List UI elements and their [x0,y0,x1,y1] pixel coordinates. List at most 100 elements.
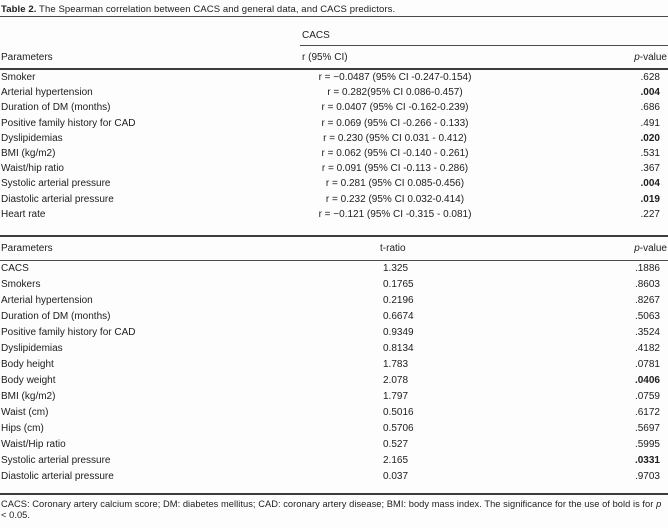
table-row: Waist/hip ratio r = 0.091 (95% CI -0.113… [0,161,668,176]
p-value-cell: .1886 [634,263,660,275]
p-italic: p [634,51,640,63]
p-rest: -value [639,51,667,63]
r-value-cell: r = 0.282(95% CI 0.086-0.457) [327,87,463,99]
footnote-p-italic: p [656,498,662,509]
table-row: Dyslipidemias r = 0.230 (95% CI 0.031 - … [0,131,668,146]
p-value-cell: .004 [640,87,660,99]
r-value-cell: r = 0.0407 (95% CI -0.162-0.239) [321,102,469,114]
t-ratio-cell: 0.5016 [383,407,414,419]
p-value-cell: .531 [640,148,660,160]
p-value-cell: .5995 [634,439,660,451]
p-value-cell: .5697 [634,423,660,435]
t-ratio-cell: 0.9349 [383,327,414,339]
parameter-cell: Systolic arterial pressure [1,455,111,467]
p-value-cell: .491 [640,117,660,129]
p-value-cell: .0759 [634,391,660,403]
footnote-text: CACS: Coronary artery calcium score; DM:… [1,498,657,509]
p-value-cell: .4182 [634,343,660,355]
r-value-cell: r = 0.091 (95% CI -0.113 - 0.286) [321,163,469,175]
parameter-cell: Systolic arterial pressure [1,178,111,190]
p-value-cell: .6172 [634,407,660,419]
parameter-cell: Arterial hypertension [1,295,93,307]
column-group-header-cacs: CACS [300,30,668,46]
table-caption-text: The Spearman correlation between CACS an… [36,4,396,15]
predictor-rows: CACS 1.325 .1886 Smokers 0.1765 .8603 Ar… [0,261,668,485]
r-value-cell: r = 0.230 (95% CI 0.031 - 0.412) [323,132,467,144]
p-value-cell: .628 [640,72,660,84]
parameter-cell: Heart rate [1,208,46,220]
parameter-cell: Waist/hip ratio [1,163,64,175]
p-value-cell: .367 [640,163,660,175]
table-row: Smoker r = −0.0487 (95% CI -0.247-0.154)… [0,70,668,85]
parameter-cell: Arterial hypertension [1,87,93,99]
parameter-cell: Diastolic arterial pressure [1,193,114,205]
parameter-cell: BMI (kg/m2) [1,148,56,160]
predictors-header-row: Parameters t-ratio p-value [0,234,668,261]
footnote-rest: < 0.05. [1,510,31,521]
table-row: Positive family history for CAD 0.9349 .… [0,325,668,341]
parameter-cell: Smoker [1,72,36,84]
r-value-cell: r = 0.281 (95% CI 0.085-0.456) [325,178,465,190]
r-value-cell: r = −0.0487 (95% CI -0.247-0.154) [318,72,472,84]
p-value-cell: .9703 [634,471,660,483]
parameter-cell: Waist/Hip ratio [1,439,66,451]
p-value-cell: .0331 [634,455,660,467]
table-row: Arterial hypertension r = 0.282(95% CI 0… [0,85,668,100]
table-row: Hips (cm) 0.5706 .5697 [0,421,668,437]
t-ratio-cell: 0.037 [383,471,409,483]
table-footnote: CACS: Coronary artery calcium score; DM:… [0,495,668,522]
column-group-header-row: CACS [0,17,668,46]
table-row: Diastolic arterial pressure r = 0.232 (9… [0,192,668,207]
table-row: Duration of DM (months) 0.6674 .5063 [0,309,668,325]
p-value-cell: .0406 [634,375,660,387]
section-gap [0,222,668,235]
p-value-cell: .227 [640,208,660,220]
bottom-rule [0,492,668,495]
table-caption: Table 2. The Spearman correlation betwee… [0,0,668,16]
table-row: BMI (kg/m2) r = 0.062 (95% CI -0.140 - 0… [0,146,668,161]
column-header-p-value-2: p-value [490,243,668,254]
column-header-p-value: p-value [490,52,668,63]
p-italic: p [634,242,640,254]
parameter-cell: Positive family history for CAD [1,117,136,129]
parameter-cell: Waist (cm) [1,407,49,419]
p-value-cell: .3524 [634,327,660,339]
table-row: Positive family history for CAD r = 0.06… [0,116,668,131]
table-row: Diastolic arterial pressure 0.037 .9703 [0,469,668,485]
column-header-parameters: Parameters [1,51,53,63]
t-ratio-cell: 0.6674 [383,311,414,323]
t-ratio-cell: 0.2196 [383,295,414,307]
table-row: Duration of DM (months) r = 0.0407 (95% … [0,100,668,115]
t-ratio-cell: 0.8134 [383,343,414,355]
p-value-cell: .0781 [634,359,660,371]
parameter-cell: Positive family history for CAD [1,327,136,339]
t-ratio-cell: 1.783 [383,359,409,371]
parameter-cell: Dyslipidemias [1,343,63,355]
t-ratio-cell: 1.325 [383,263,409,275]
p-value-cell: .686 [640,102,660,114]
t-ratio-cell: 2.165 [383,455,409,467]
table-row: Smokers 0.1765 .8603 [0,277,668,293]
parameter-cell: Body weight [1,375,56,387]
table-row: Systolic arterial pressure 2.165 .0331 [0,453,668,469]
parameter-cell: Dyslipidemias [1,132,63,144]
spearman-rows: Smoker r = −0.0487 (95% CI -0.247-0.154)… [0,70,668,222]
p-value-cell: .5063 [634,311,660,323]
table-row: Waist (cm) 0.5016 .6172 [0,405,668,421]
table-row: BMI (kg/m2) 1.797 .0759 [0,389,668,405]
parameter-cell: Hips (cm) [1,423,44,435]
parameter-cell: Diastolic arterial pressure [1,471,114,483]
table-row: Body height 1.783 .0781 [0,357,668,373]
t-ratio-cell: 1.797 [383,391,409,403]
table-row: Body weight 2.078 .0406 [0,373,668,389]
parameter-cell: Duration of DM (months) [1,102,111,114]
r-value-cell: r = 0.062 (95% CI -0.140 - 0.261) [321,148,469,160]
parameter-cell: Duration of DM (months) [1,311,111,323]
spearman-header-row: Parameters r (95% CI) p-value [0,46,668,70]
table-row: Dyslipidemias 0.8134 .4182 [0,341,668,357]
table-row: Arterial hypertension 0.2196 .8267 [0,293,668,309]
column-header-parameters-2: Parameters [1,242,53,254]
table-row: Systolic arterial pressure r = 0.281 (95… [0,176,668,191]
parameter-cell: CACS [1,263,29,275]
